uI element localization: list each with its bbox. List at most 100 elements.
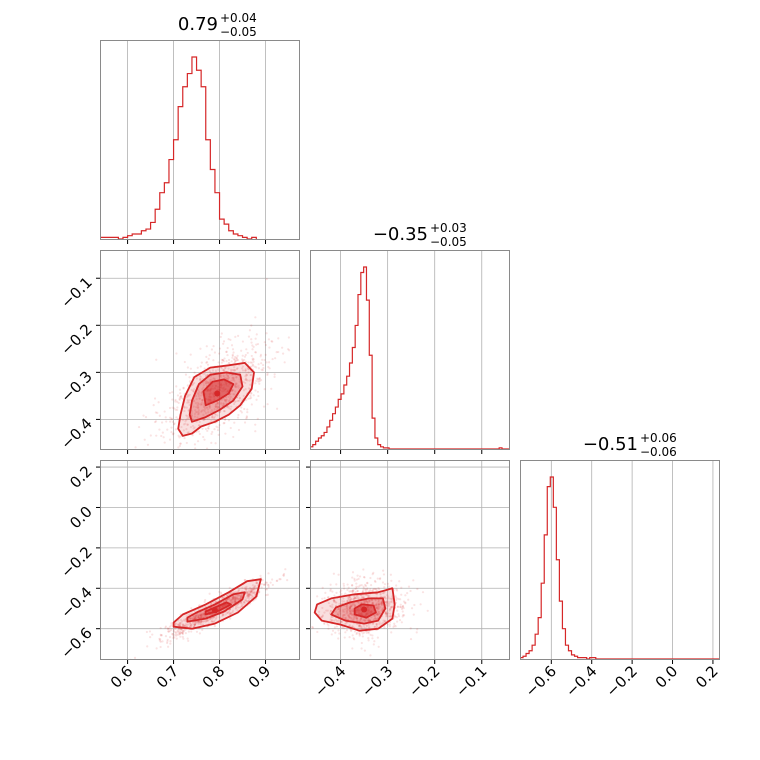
joint-panel-1-sample-502	[217, 406, 220, 409]
joint-panel-1-sample-838	[286, 348, 290, 351]
joint-panel-1-sample-103	[200, 361, 203, 364]
joint-panel-3-sample-128	[371, 637, 374, 640]
joint-panel-3-sample-664	[374, 617, 377, 620]
joint-panel-1-sample-532	[266, 403, 269, 406]
hist-panel-1-title-plus: +0.04	[220, 11, 257, 25]
joint-panel-3-sample-537	[379, 606, 382, 609]
joint-panel-1-sample-276	[202, 413, 205, 416]
joint-panel-2-sample-133	[230, 612, 233, 615]
joint-panel-1-sample-341	[213, 415, 216, 418]
joint-panel-3-sample-388	[380, 600, 384, 604]
joint-panel-2-sample-438	[189, 621, 192, 624]
joint-panel-1-sample-795	[225, 360, 228, 363]
joint-panel-2-sample-506	[267, 572, 270, 575]
joint-panel-3-sample-719	[349, 599, 352, 602]
joint-panel-3-sample-181	[368, 590, 371, 593]
joint-panel-3-sample-610	[404, 601, 407, 604]
joint-panel-1-sample-531	[185, 441, 188, 445]
joint-panel-2-sample-646	[252, 591, 255, 594]
joint-panel-3-sample-563	[338, 632, 341, 635]
joint-panel-1-sample-523	[210, 348, 214, 351]
joint-panel-1-sample-286	[225, 398, 228, 401]
joint-panel-1-sample-725	[227, 405, 230, 408]
hist-panel-3-xtick-label-3: 0.0	[652, 662, 682, 692]
joint-panel-3-sample-190	[340, 620, 343, 623]
joint-panel-2-sample-233	[168, 636, 172, 639]
joint-panel-3-sample-649	[349, 610, 352, 613]
joint-panel-2-sample-715	[197, 614, 200, 617]
joint-panel-3-sample-3	[363, 631, 366, 634]
joint-panel-2-sample-675	[223, 595, 226, 598]
joint-panel-3-sample-842	[398, 619, 402, 622]
joint-panel-1-sample-538	[254, 389, 257, 392]
joint-panel-1-sample-28	[223, 367, 227, 370]
hist-panel-2-title-plus: +0.03	[430, 221, 467, 235]
joint-panel-3-sample-419	[393, 624, 396, 627]
joint-panel-1-sample-154	[254, 379, 258, 383]
joint-panel-2-sample-346	[202, 612, 205, 615]
joint-panel-3-sample-451	[332, 572, 335, 575]
joint-panel-3-sample-708	[348, 596, 352, 599]
joint-panel-2-sample-266	[210, 620, 213, 623]
joint-panel-3-sample-342	[375, 622, 378, 626]
joint-panel-1-sample-373	[207, 426, 210, 430]
joint-panel-3-sample-320	[385, 615, 388, 618]
joint-panel-1-ytick-label-1: −0.3	[57, 367, 95, 405]
joint-panel-2-sample-229	[197, 615, 200, 619]
joint-panel-2-sample-216	[179, 631, 182, 634]
joint-panel-1-sample-732	[146, 443, 150, 446]
joint-panel-1-sample-214	[225, 350, 228, 354]
joint-panel-1-sample-282	[175, 385, 178, 388]
joint-panel-3-sample-272	[401, 606, 404, 609]
joint-panel-2-sample-896	[237, 594, 241, 597]
joint-panel-2-sample-586	[251, 584, 255, 587]
joint-panel-3-sample-314	[331, 590, 334, 593]
joint-panel-1-sample-7	[180, 425, 183, 429]
joint-panel-1-sample-565	[155, 434, 158, 437]
joint-panel-3-sample-671	[343, 616, 346, 619]
joint-panel-1-sample-411	[241, 340, 245, 343]
joint-panel-2-sample-143	[245, 591, 248, 594]
joint-panel-2-sample-415	[265, 588, 269, 591]
joint-panel-3-sample-167	[332, 598, 335, 601]
joint-panel-1-sample-533	[179, 395, 182, 398]
joint-panel-2-sample-481	[248, 586, 252, 590]
joint-panel-1-sample-439	[219, 401, 223, 404]
joint-panel-3-sample-359	[338, 612, 342, 615]
joint-panel-3-sample-453	[402, 600, 406, 603]
joint-panel-1-sample-474	[267, 338, 271, 341]
joint-panel-3-sample-251	[344, 631, 347, 634]
joint-panel-1-sample-130	[142, 414, 145, 417]
joint-panel-1-sample-482	[264, 343, 267, 347]
joint-panel-3-sample-553	[350, 612, 353, 615]
joint-panel-3-sample-772	[344, 623, 347, 626]
joint-panel-2-sample-65	[201, 614, 204, 617]
joint-panel-2-sample-835	[226, 594, 229, 597]
joint-panel-2-sample-134	[255, 586, 258, 590]
joint-panel-3-sample-617	[371, 590, 374, 593]
joint-panel-1-sample-787	[206, 429, 209, 432]
joint-panel-2-sample-455	[178, 622, 181, 625]
joint-panel-3-sample-140	[356, 616, 359, 620]
joint-panel-3-sample-118	[377, 607, 381, 610]
joint-panel-1-sample-359	[223, 357, 226, 360]
joint-panel-1-sample-807	[230, 344, 234, 347]
joint-panel-3-sample-313	[357, 577, 360, 580]
joint-panel-1-sample-490	[166, 428, 169, 431]
joint-panel-2-sample-813	[197, 617, 200, 620]
joint-panel-3-sample-898	[375, 588, 378, 591]
joint-panel-3-sample-720	[379, 593, 382, 596]
joint-panel-1-sample-618	[198, 420, 201, 424]
joint-panel-2-sample-834	[233, 591, 237, 594]
joint-panel-1-sample-254	[220, 332, 223, 335]
joint-panel-2-sample-269	[200, 613, 203, 616]
joint-panel-1-sample-760	[190, 414, 193, 417]
joint-panel-1-sample-1	[214, 442, 217, 445]
joint-panel-1-sample-323	[199, 365, 202, 368]
joint-panel-3-sample-779	[342, 608, 345, 611]
joint-panel-2-sample-885	[178, 632, 182, 636]
joint-panel-2-sample-691	[208, 618, 211, 621]
joint-panel-1-sample-121	[193, 371, 196, 374]
joint-panel-3-sample-533	[343, 613, 346, 617]
joint-panel-2-sample-580	[231, 598, 234, 601]
